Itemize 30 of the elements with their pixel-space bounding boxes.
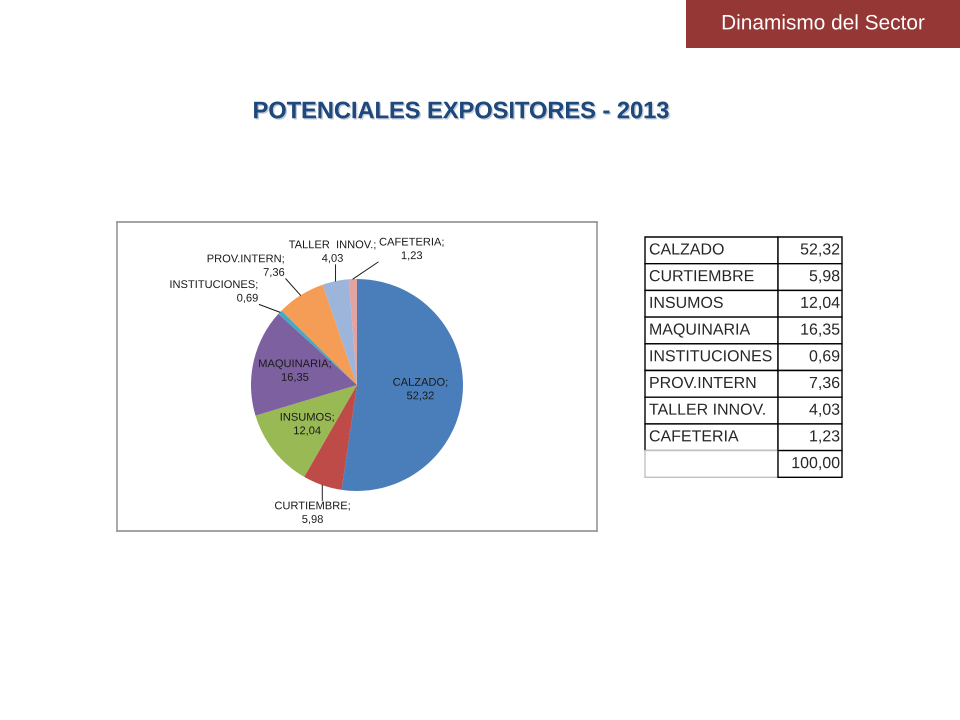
text: 7,36 — [810, 376, 840, 390]
text: 0,69 — [810, 350, 840, 364]
text: 16,35 — [801, 323, 840, 337]
text: 12,04 — [801, 296, 840, 310]
data-label: TALLER INNOV.; 4,03 — [288, 240, 376, 264]
data-label: INSTITUCIONES; 0,69 — [170, 280, 258, 303]
pie-slice — [342, 278, 463, 491]
category-label: INSTITUCIONES — [650, 350, 772, 362]
text: 1,23 — [810, 430, 840, 444]
data-label: PROV.INTERN; 7,36 — [208, 254, 284, 278]
category-label: CALZADO — [650, 243, 724, 255]
chart-title: POTENCIALES EXPOSITORES - 2013 — [254, 102, 670, 120]
data-label: CAFETERIA; 1,23 — [380, 238, 444, 260]
text: Dinamismo del Sector — [722, 14, 925, 30]
data-label: CALZADO; 52,32 — [393, 378, 448, 401]
category-label: PROV.INTERN — [650, 376, 756, 388]
category-label: CAFETERIA — [650, 430, 739, 442]
category-label: INSUMOS — [650, 296, 723, 308]
data-label: MAQUINARIA; 16,35 — [259, 359, 331, 382]
data-label: INSUMOS; 12,04 — [280, 412, 334, 436]
text: 100,00 — [792, 456, 840, 470]
pie-slice — [256, 384, 357, 477]
category-label: MAQUINARIA — [650, 323, 750, 338]
text: 52,32 — [800, 243, 840, 257]
text: 4,03 — [809, 404, 840, 417]
category-label: CURTIEMBRE — [650, 270, 754, 282]
text: 5,98 — [810, 270, 840, 284]
pie-slice — [348, 278, 357, 385]
category-label: TALLER INNOV. — [649, 404, 765, 415]
data-label: CURTIEMBRE; 5,98 — [274, 502, 350, 524]
